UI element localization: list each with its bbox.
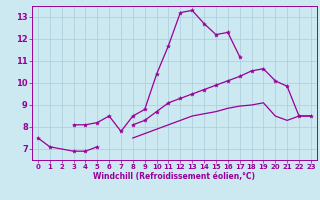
X-axis label: Windchill (Refroidissement éolien,°C): Windchill (Refroidissement éolien,°C) — [93, 172, 255, 181]
